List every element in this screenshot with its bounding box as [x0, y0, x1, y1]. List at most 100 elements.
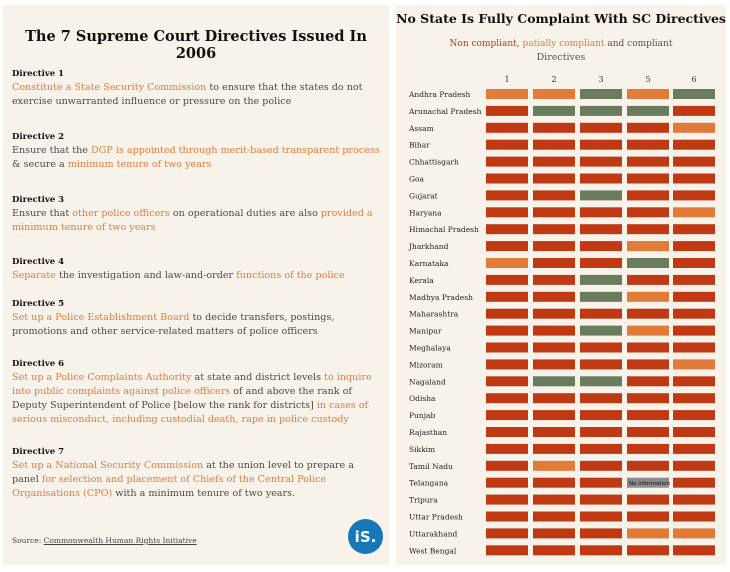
directive-highlight: Separate: [12, 270, 56, 281]
directive-4: Directive 4 Separate the investigation an…: [12, 257, 380, 283]
heatmap-cell: [533, 393, 575, 404]
heatmap-cell: [486, 427, 528, 437]
directive-heading: Directive 7: [12, 447, 65, 457]
heatmap-cell: [627, 105, 669, 116]
heatmap-cell: [580, 376, 622, 387]
row-label: Manipur: [409, 327, 442, 336]
directive-text-segment: at the union level to prepare a panel: [12, 460, 354, 485]
directive-highlight: DGP is appointed through merit-based tra…: [91, 145, 380, 156]
no-info-label: No information: [629, 481, 670, 487]
heatmap-cell: [673, 274, 715, 285]
heatmap-cell: [627, 139, 669, 150]
directive-highlight: in cases of serious misconduct, includin…: [12, 400, 369, 425]
directive-3: Directive 3 Ensure that other police offi…: [12, 195, 380, 235]
heatmap-cell: [486, 291, 528, 302]
brand-logo-text: iS.: [354, 527, 377, 546]
directive-highlight: minimum tenure of two years: [67, 159, 212, 170]
row-label: Kerala: [409, 276, 434, 285]
heatmap-cell: [533, 173, 575, 184]
heatmap-cell: [627, 274, 669, 285]
heatmap-cell: [486, 89, 528, 99]
heatmap-cell: [627, 528, 669, 539]
heatmap-cell: [627, 207, 669, 218]
heatmap-cell: [580, 241, 622, 252]
row-label: Goa: [409, 175, 425, 184]
directive-highlight: provided a minimum tenure of two years: [12, 208, 373, 233]
heatmap-cell: [580, 545, 622, 556]
heatmap-cell: [673, 173, 715, 184]
heatmap-cell: [673, 477, 715, 488]
column-label: 3: [598, 75, 603, 84]
heatmap-cell: [673, 325, 715, 336]
heatmap-cell: [673, 376, 715, 387]
chart-panel: No State Is Fully Complaint With SC Dire…: [396, 5, 726, 565]
legend-compliant: compliant: [627, 39, 673, 49]
heatmap-cell: [673, 190, 715, 201]
heatmap-cell: [486, 139, 528, 150]
heatmap-cell: [533, 545, 575, 556]
heatmap-cell: [627, 122, 669, 133]
legend-subtitle: Directives: [536, 52, 586, 63]
heatmap-cell: [673, 410, 715, 421]
heatmap-cell: [673, 241, 715, 252]
directive-1: Directive 1 Constitute a State Security C…: [12, 69, 380, 109]
heatmap-cell: [580, 342, 622, 353]
heatmap-cell: [486, 342, 528, 353]
source-link[interactable]: Commonwealth Human Rights Initiative: [43, 536, 197, 545]
directive-highlight: Set up a Police Complaints Authority: [12, 372, 192, 383]
heatmap-cell: [673, 207, 715, 218]
row-label: Himachal Pradesh: [409, 225, 479, 234]
row-label: Odisha: [409, 394, 436, 403]
heatmap-cell: [627, 241, 669, 252]
heatmap-cell: [533, 139, 575, 150]
column-label: 5: [645, 75, 650, 84]
heatmap-cell: [580, 494, 622, 505]
heatmap-cell: [627, 258, 669, 268]
heatmap-cell: [673, 528, 715, 539]
chart-title: No State Is Fully Complaint With SC Dire…: [396, 11, 726, 26]
row-label: Mizoram: [409, 360, 443, 369]
directive-text: Set up a Police Complaints Authority at …: [12, 371, 380, 427]
heatmap-cell: [627, 291, 669, 302]
heatmap-cell: [627, 376, 669, 387]
directive-text-segment: to ensure that the states do not exercis…: [12, 82, 363, 107]
heatmap-cell: [673, 291, 715, 302]
heatmap-cell: [673, 443, 715, 454]
heatmap-cell: [486, 258, 528, 268]
directive-text-segment: to decide transfers, postings, promotion…: [12, 312, 335, 337]
heatmap-cell: [580, 359, 622, 370]
directive-7: Directive 7 Set up a National Security Co…: [12, 447, 380, 501]
heatmap-cell: [627, 89, 669, 99]
row-label: Andhra Pradesh: [408, 90, 471, 99]
directive-text-segment: with a minimum tenure of two years.: [112, 488, 296, 499]
source-note: Source: Commonwealth Human Rights Initia…: [12, 536, 197, 545]
directive-heading: Directive 2: [12, 132, 65, 142]
directive-text-segment: at state and district levels: [191, 372, 325, 383]
heatmap-cell: [486, 359, 528, 370]
heatmap-cell: [533, 460, 575, 471]
heatmap-cell: [627, 443, 669, 454]
heatmap-cell: [580, 224, 622, 235]
directive-highlight: functions of the police: [236, 270, 345, 281]
heatmap-cell: [627, 460, 669, 471]
row-label: Tripura: [409, 496, 438, 505]
heatmap-cell: [533, 89, 575, 99]
heatmap-cell: [673, 545, 715, 556]
directive-highlight: for selection and placement of Chiefs of…: [12, 474, 327, 499]
heatmap-cell: [533, 274, 575, 285]
directive-6: Directive 6 Set up a Police Complaints Au…: [12, 359, 380, 427]
directive-text-segment: of and above the rank of Deputy Superint…: [12, 386, 352, 411]
heatmap-cell: [533, 156, 575, 167]
heatmap-cell: [486, 477, 528, 488]
row-label: Punjab: [409, 411, 436, 420]
heatmap-cell: [627, 173, 669, 184]
heatmap-cell: [627, 511, 669, 522]
heatmap-cell: [627, 156, 669, 167]
heatmap-cell: [627, 325, 669, 336]
heatmap-cell: [486, 122, 528, 133]
directive-text: Ensure that other police officers on ope…: [12, 207, 380, 235]
row-label: Uttar Pradesh: [409, 513, 463, 522]
source-label: Source:: [12, 536, 44, 545]
row-label: Rajasthan: [409, 428, 447, 437]
row-label: Nagaland: [409, 377, 446, 386]
